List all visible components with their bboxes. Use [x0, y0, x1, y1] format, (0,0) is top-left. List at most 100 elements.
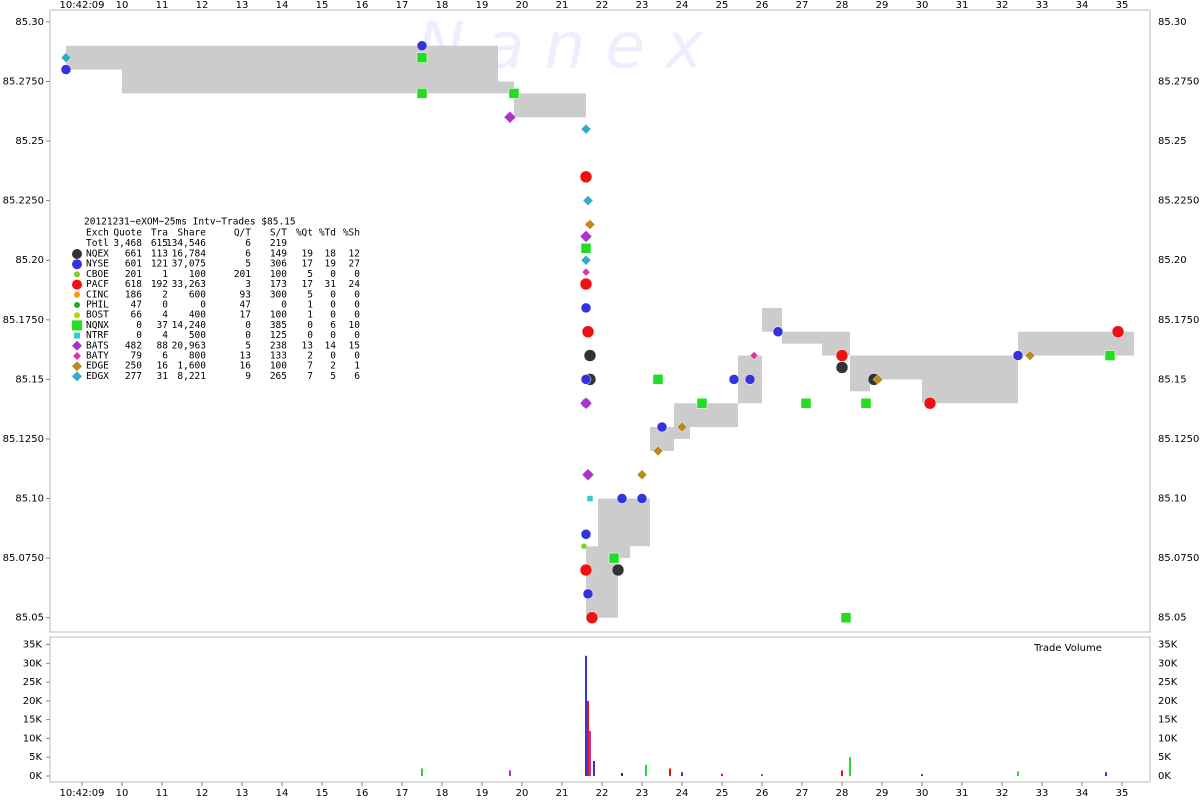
legend-column: Quote: [113, 228, 142, 239]
legend-column: %Sh: [343, 228, 360, 239]
legend-stat: 5: [245, 340, 251, 351]
trade-marker: [1012, 350, 1024, 361]
trade-marker: [416, 52, 428, 63]
x-tick-label-top: 28: [836, 0, 849, 11]
trade-marker: [416, 40, 428, 51]
trade-marker: [579, 170, 593, 184]
volume-bar: [645, 764, 647, 776]
x-tick-label: 28: [836, 788, 849, 799]
y-tick-label-right: 15K: [1158, 715, 1178, 726]
legend-stat: 0: [307, 330, 313, 341]
trade-marker: [60, 64, 72, 75]
legend-stat: 100: [189, 269, 206, 280]
nbbo-band: [1018, 331, 1134, 356]
legend-stat: 482: [125, 340, 142, 351]
x-tick-label-top: 23: [636, 0, 649, 11]
legend-stat: 0: [354, 351, 360, 362]
x-tick-label-top: 11: [156, 0, 169, 11]
trade-marker: [1111, 325, 1125, 338]
legend-stat: 0: [136, 320, 142, 331]
y-tick-label-right: 35K: [1158, 640, 1178, 651]
trade-marker: [580, 542, 588, 550]
legend-stat: 201: [234, 269, 251, 280]
trade-marker: [835, 349, 849, 362]
legend-stat: 10: [349, 320, 361, 331]
volume-bar: [841, 770, 843, 776]
x-tick-label: 30: [916, 788, 929, 799]
nbbo-band: [650, 427, 674, 451]
legend-stat: 17: [302, 279, 313, 290]
legend-stat: 37,075: [172, 259, 206, 270]
trade-marker: [74, 302, 80, 308]
trade-marker: [616, 493, 628, 504]
legend-stat: 121: [151, 259, 168, 270]
volume-bar: [421, 768, 423, 776]
legend-name: NYSE: [86, 259, 109, 270]
trade-marker: [582, 195, 594, 207]
trade-marker: [74, 312, 80, 319]
y-tick-label-right: 85.1750: [1158, 315, 1199, 326]
trade-marker: [582, 588, 594, 600]
nbbo-band: [762, 307, 782, 332]
x-tick-label: 13: [236, 788, 249, 799]
legend-stat: 88: [157, 340, 169, 351]
trade-marker: [860, 397, 872, 409]
y-tick-label: 15K: [23, 715, 43, 726]
legend-stat: 300: [270, 289, 287, 300]
legend-stat: 27: [349, 259, 360, 270]
trade-marker: [72, 361, 82, 372]
legend-stat: 0: [307, 320, 313, 331]
legend-name: EDGE: [86, 361, 109, 372]
legend-stat: 0: [245, 320, 251, 331]
legend-stat: 17: [240, 310, 251, 321]
legend-stat: 0: [281, 300, 287, 311]
trade-marker: [581, 468, 595, 482]
nbbo-band: [922, 355, 1018, 404]
trade-marker: [923, 396, 937, 410]
legend-stat: 12: [349, 249, 360, 260]
nbbo-band: [782, 331, 822, 344]
nbbo-band: [598, 498, 618, 618]
legend-stat: 0: [354, 289, 360, 300]
y-tick-label: 0K: [29, 771, 42, 782]
legend-name: NQNX: [86, 320, 109, 331]
legend-stat: 31: [157, 371, 169, 382]
y-tick-label: 5K: [29, 752, 42, 763]
legend-stat: 0: [330, 269, 336, 280]
legend-total: 219: [270, 238, 287, 249]
x-tick-label-top: 21: [556, 0, 569, 11]
x-tick-label-top: 16: [356, 0, 369, 11]
x-tick-label-top: 13: [236, 0, 249, 11]
trade-marker: [580, 529, 592, 540]
legend-stat: 0: [330, 289, 336, 300]
x-tick-label-top: 27: [796, 0, 809, 11]
x-tick-label-top: 24: [676, 0, 689, 11]
trade-marker: [1024, 350, 1036, 361]
trade-marker: [585, 611, 599, 624]
trade-marker: [835, 361, 849, 374]
y-tick-label-right: 85.0750: [1158, 553, 1199, 564]
trade-marker: [772, 326, 784, 337]
legend-stat: 0: [354, 310, 360, 321]
y-tick-label: 10K: [23, 733, 43, 744]
legend-stat: 0: [330, 330, 336, 341]
legend-stat: 15: [349, 340, 360, 351]
legend-stat: 125: [270, 330, 287, 341]
volume-plot: [49, 636, 1151, 783]
y-tick-label: 85.25: [15, 136, 44, 147]
y-tick-label: 85.10: [15, 494, 44, 505]
legend-stat: 6: [354, 371, 360, 382]
legend-stat: 0: [200, 300, 206, 311]
trade-marker: [611, 563, 625, 577]
x-tick-label-top: 32: [996, 0, 1009, 11]
trade-marker: [840, 612, 852, 623]
legend-name: CINC: [86, 289, 109, 300]
trade-marker: [72, 259, 82, 270]
legend-stat: 0: [245, 330, 251, 341]
legend-stat: 1: [307, 300, 313, 311]
legend-stat: 1,600: [177, 361, 206, 372]
legend-name: BOST: [86, 310, 109, 321]
legend-total: 6: [245, 238, 251, 249]
